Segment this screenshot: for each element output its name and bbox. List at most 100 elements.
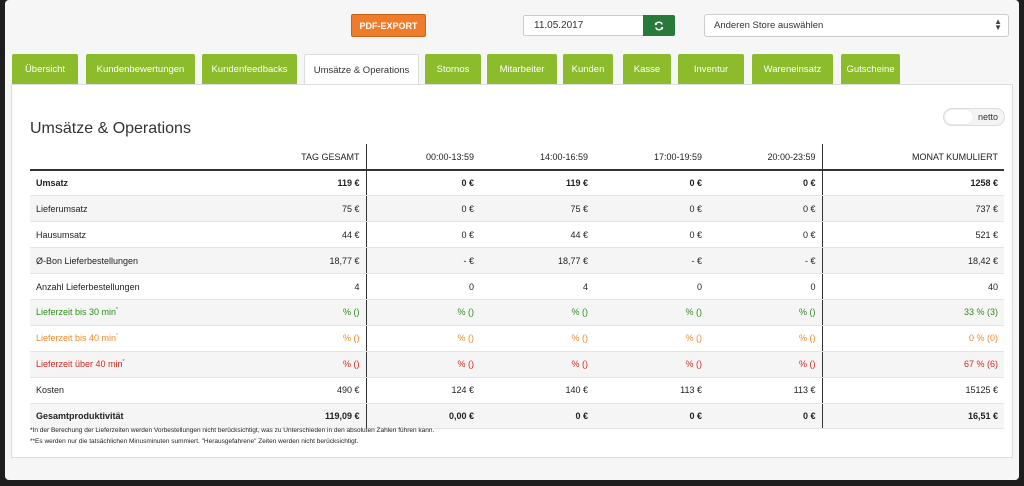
- refresh-button[interactable]: [643, 15, 675, 36]
- store-select-label: Anderen Store auswählen: [714, 20, 824, 31]
- table-row: Lieferumsatz 75 €0 €75 €0 €0 €737 €: [30, 195, 1004, 223]
- table-row: Lieferzeit bis 30 min*% ()% ()% ()% ()% …: [30, 299, 1004, 326]
- table-cell: 140 €: [480, 377, 594, 404]
- table-cell: 113 €: [594, 377, 708, 404]
- row-label-text: Umsatz: [36, 178, 69, 189]
- table-row: Umsatz 119 €0 €119 €0 €0 €1258 €: [30, 170, 1004, 197]
- table-cell: % (): [480, 351, 594, 378]
- table-cell: 737 €: [822, 195, 1004, 223]
- tab-kunden[interactable]: Kunden: [563, 54, 613, 84]
- row-label: Ø-Bon Lieferbestellungen: [30, 247, 145, 275]
- table-row: Gesamtproduktivität 119,09 €0,00 €0 €0 €0…: [30, 403, 1004, 430]
- header-cell: 00:00-13:59: [366, 144, 480, 171]
- table-cell: 490 €: [145, 377, 367, 404]
- table-cell: 44 €: [480, 221, 594, 249]
- table-cell: % (): [708, 351, 823, 378]
- toggle-knob: [945, 110, 973, 124]
- table-cell: 40: [822, 273, 1004, 300]
- table-cell: % (): [480, 325, 594, 352]
- toggle-label: netto: [977, 112, 998, 122]
- table-cell: % (): [145, 325, 367, 352]
- table-cell: 0 €: [594, 221, 708, 249]
- table-row: Ø-Bon Lieferbestellungen 18,77 € - €18,77 …: [30, 247, 1004, 275]
- row-label-text: Kosten: [36, 385, 65, 396]
- tab-übersicht[interactable]: Übersicht: [12, 54, 78, 84]
- table-cell: 75 €: [145, 195, 367, 223]
- row-label: Lieferzeit bis 30 min*: [30, 299, 145, 326]
- row-label-text: Ø-Bon Lieferbestellungen: [36, 255, 139, 266]
- table-row: Lieferzeit bis 40 min*% ()% ()% ()% ()% …: [30, 325, 1004, 352]
- app-window: PDF-EXPORT 11.05.2017 Anderen Store ausw…: [5, 0, 1019, 480]
- row-label: Kosten: [30, 377, 145, 404]
- footnote: *In der Berechung der Lieferzeiten werde…: [30, 427, 435, 434]
- refresh-icon: [654, 21, 664, 30]
- table-cell: 0 €: [594, 403, 708, 430]
- top-toolbar: PDF-EXPORT 11.05.2017 Anderen Store ausw…: [5, 0, 1019, 50]
- table-cell: % (): [594, 351, 708, 378]
- operations-table: TAG GESAMT 00:00-13:59 14:00-16:59 17:00…: [30, 144, 1004, 430]
- table-cell: % (): [480, 299, 594, 326]
- table-cell: % (): [594, 299, 708, 326]
- table-cell: % (): [594, 325, 708, 352]
- table-cell: 0 €: [708, 403, 823, 430]
- table-cell: 0 €: [366, 221, 480, 249]
- footnote-marker: *: [116, 333, 118, 340]
- row-label: Lieferzeit bis 40 min*: [30, 325, 145, 352]
- table-cell: 0 €: [708, 221, 823, 249]
- header-cell: 17:00-19:59: [594, 144, 708, 171]
- table-cell: % (): [145, 299, 367, 326]
- table-cell: 44 €: [145, 221, 367, 249]
- row-label: Gesamtproduktivität: [30, 403, 145, 430]
- tab-umsätze-operations[interactable]: Umsätze & Operations: [304, 54, 419, 85]
- date-input[interactable]: 11.05.2017: [523, 15, 644, 36]
- table-cell: 0: [708, 273, 823, 300]
- table-cell: 124 €: [366, 377, 480, 404]
- pdf-export-button[interactable]: PDF-EXPORT: [351, 14, 426, 37]
- row-label-text: Lieferzeit über 40 min: [36, 359, 123, 370]
- table-cell: % (): [366, 299, 480, 326]
- tab-wareneinsatz[interactable]: Wareneinsatz: [752, 54, 833, 84]
- tab-inventur[interactable]: Inventur: [678, 54, 744, 84]
- tab-kasse[interactable]: Kasse: [623, 54, 671, 84]
- table-header-row: TAG GESAMT 00:00-13:59 14:00-16:59 17:00…: [30, 144, 1004, 171]
- tab-kundenbewertungen[interactable]: Kundenbewertungen: [86, 54, 195, 84]
- tab-stornos[interactable]: Stornos: [425, 54, 481, 84]
- table-cell: 0 €: [366, 195, 480, 223]
- tab-kundenfeedbacks[interactable]: Kundenfeedbacks: [202, 54, 297, 84]
- table-cell: 119 €: [145, 170, 367, 197]
- table-cell: 4: [480, 273, 594, 300]
- table-cell: 113 €: [708, 377, 823, 404]
- tab-mitarbeiter[interactable]: Mitarbeiter: [487, 54, 557, 84]
- table-cell: 0 €: [594, 170, 708, 197]
- table-cell: - €: [366, 247, 480, 275]
- table-cell: 33 % (3): [822, 299, 1004, 326]
- table-cell: 0 % (0): [822, 325, 1004, 352]
- table-row: Hausumsatz 44 €0 €44 €0 €0 €521 €: [30, 221, 1004, 249]
- select-caret-icon: ▲ ▼: [994, 17, 1002, 32]
- footnote: **Es werden nur die tatsächlichen Minusm…: [30, 438, 359, 445]
- row-label-text: Anzahl Lieferbestellungen: [36, 281, 140, 292]
- table-cell: - €: [594, 247, 708, 275]
- row-label: Umsatz: [30, 170, 145, 197]
- netto-toggle[interactable]: netto: [943, 108, 1005, 126]
- table-cell: 18,77 €: [145, 247, 367, 275]
- table-cell: % (): [708, 299, 823, 326]
- tab-gutscheine[interactable]: Gutscheine: [841, 54, 900, 84]
- table-cell: 521 €: [822, 221, 1004, 249]
- table-cell: 18,42 €: [822, 247, 1004, 275]
- header-cell: 20:00-23:59: [708, 144, 823, 171]
- table-cell: 0,00 €: [366, 403, 480, 430]
- row-label-text: Lieferumsatz: [36, 203, 88, 214]
- table-cell: 75 €: [480, 195, 594, 223]
- table-cell: 0 €: [708, 195, 823, 223]
- store-select[interactable]: Anderen Store auswählen ▲ ▼: [704, 14, 1009, 37]
- table-cell: 0: [594, 273, 708, 300]
- table-cell: 119,09 €: [145, 403, 367, 430]
- table-cell: % (): [366, 325, 480, 352]
- footnote-marker: *: [122, 359, 125, 366]
- table-cell: 0: [366, 273, 480, 300]
- row-label-text: Lieferzeit bis 30 min: [36, 307, 117, 318]
- table-cell: % (): [366, 351, 480, 378]
- table-row: Kosten 490 €124 €140 €113 €113 €15125 €: [30, 377, 1004, 404]
- table-cell: 16,51 €: [822, 403, 1004, 430]
